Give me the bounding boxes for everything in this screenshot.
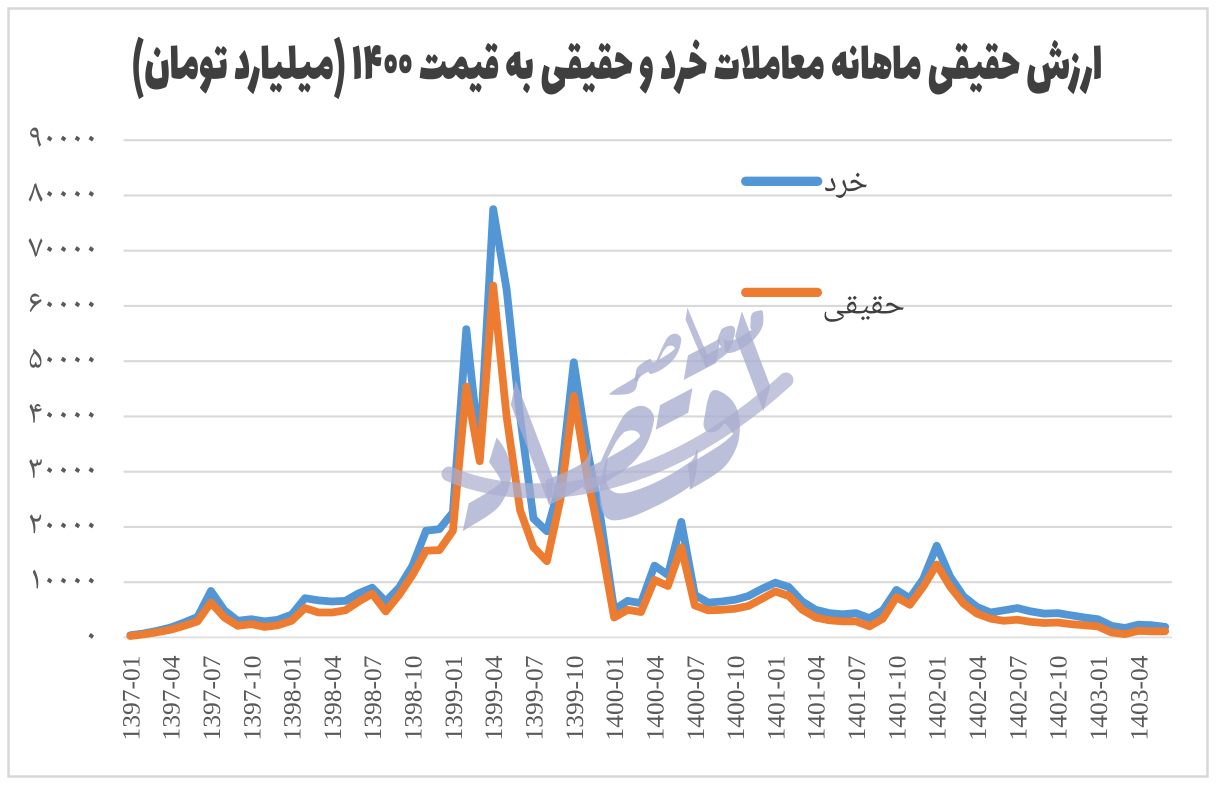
svg-text:1403-04: 1403-04: [1124, 655, 1153, 740]
svg-text:1400-01: 1400-01: [600, 656, 629, 741]
svg-text:1402-04: 1402-04: [963, 655, 992, 740]
svg-text:1399-01: 1399-01: [439, 656, 468, 741]
svg-text:1401-07: 1401-07: [842, 655, 871, 740]
svg-text:1399-07: 1399-07: [520, 655, 549, 740]
svg-text:1401-04: 1401-04: [802, 655, 831, 740]
svg-text:1397-04: 1397-04: [157, 655, 186, 740]
svg-text:1397-10: 1397-10: [237, 656, 266, 741]
svg-text:1399-10: 1399-10: [560, 656, 589, 741]
svg-text:1400-10: 1400-10: [721, 656, 750, 741]
svg-text:1397-07: 1397-07: [197, 655, 226, 740]
svg-text:1403-01: 1403-01: [1084, 656, 1113, 741]
svg-text:1398-07: 1398-07: [358, 655, 387, 740]
svg-text:1398-04: 1398-04: [318, 655, 347, 740]
svg-text:1402-01: 1402-01: [923, 656, 952, 741]
svg-text:1397-01: 1397-01: [116, 656, 145, 741]
svg-text:1401-10: 1401-10: [882, 656, 911, 741]
svg-text:1398-01: 1398-01: [278, 656, 307, 741]
svg-text:1400-07: 1400-07: [681, 655, 710, 740]
svg-text:1398-10: 1398-10: [399, 656, 428, 741]
svg-text:1402-10: 1402-10: [1044, 656, 1073, 741]
svg-text:1402-07: 1402-07: [1003, 655, 1032, 740]
svg-text:1401-01: 1401-01: [761, 656, 790, 741]
svg-text:1400-04: 1400-04: [641, 655, 670, 740]
svg-text:1399-04: 1399-04: [479, 655, 508, 740]
